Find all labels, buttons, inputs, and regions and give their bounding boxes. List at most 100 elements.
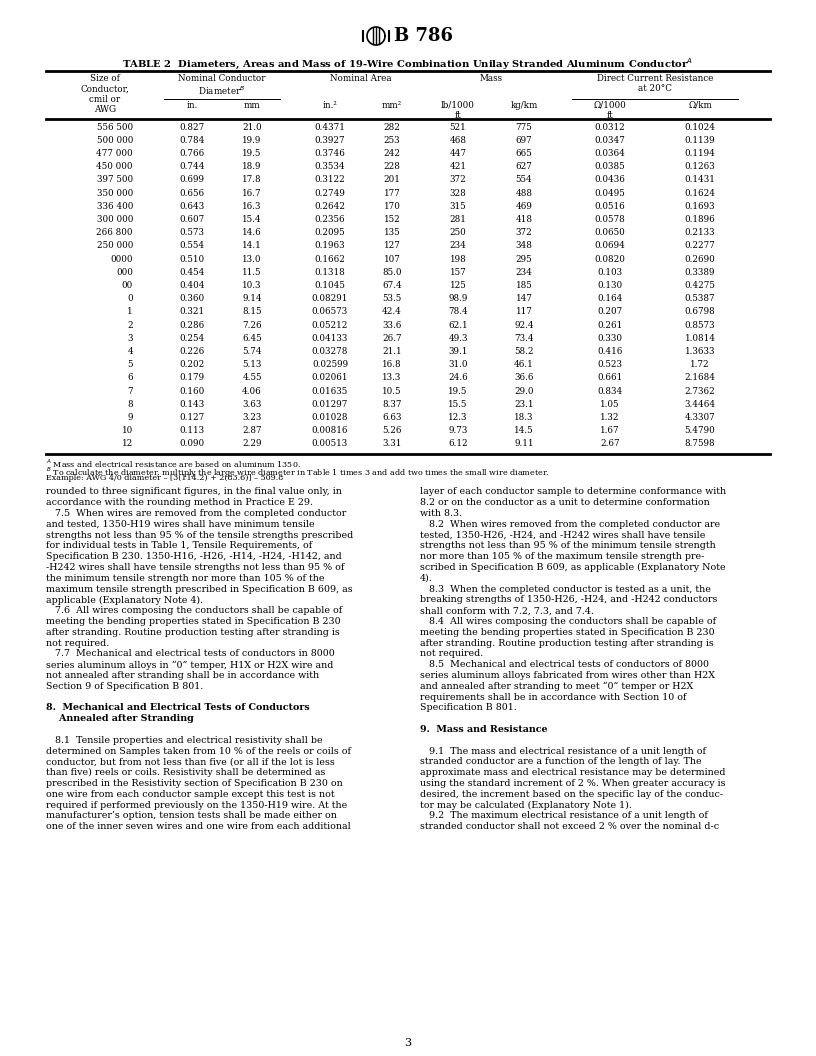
Text: 0: 0 [127, 295, 133, 303]
Text: strengths not less than 95 % of the minimum tensile strength: strengths not less than 95 % of the mini… [420, 542, 716, 550]
Text: 7.7  Mechanical and electrical tests of conductors in 8000: 7.7 Mechanical and electrical tests of c… [46, 649, 335, 659]
Text: 627: 627 [516, 163, 532, 171]
Text: 46.1: 46.1 [514, 360, 534, 370]
Text: tested, 1350-H26, -H24, and -H242 wires shall have tensile: tested, 1350-H26, -H24, and -H242 wires … [420, 531, 705, 540]
Text: 0.0820: 0.0820 [595, 254, 625, 264]
Text: 10: 10 [122, 427, 133, 435]
Text: 0.02061: 0.02061 [312, 374, 348, 382]
Text: 0.286: 0.286 [180, 321, 205, 329]
Text: 0.834: 0.834 [597, 386, 623, 396]
Text: 0.360: 0.360 [180, 295, 205, 303]
Text: 0.1431: 0.1431 [685, 175, 716, 185]
Text: 1.3633: 1.3633 [685, 347, 716, 356]
Text: conductor, but from not less than five (or all if the lot is less: conductor, but from not less than five (… [46, 757, 335, 767]
Text: Size of
Conductor,
cmil or
AWG: Size of Conductor, cmil or AWG [81, 74, 130, 114]
Text: rounded to three significant figures, in the final value only, in: rounded to three significant figures, in… [46, 488, 342, 496]
Text: 92.4: 92.4 [514, 321, 534, 329]
Text: 488: 488 [516, 189, 533, 197]
Text: 315: 315 [450, 202, 466, 211]
Text: 19.5: 19.5 [242, 149, 262, 158]
Text: 775: 775 [516, 122, 532, 132]
Text: 7.26: 7.26 [242, 321, 262, 329]
Text: 21.1: 21.1 [382, 347, 401, 356]
Text: 0.0694: 0.0694 [595, 242, 625, 250]
Text: 0.179: 0.179 [180, 374, 205, 382]
Text: breaking strengths of 1350-H26, -H24, and -H242 conductors: breaking strengths of 1350-H26, -H24, an… [420, 596, 717, 604]
Text: 0.8573: 0.8573 [685, 321, 716, 329]
Text: 0.1896: 0.1896 [685, 215, 716, 224]
Text: 15.4: 15.4 [242, 215, 262, 224]
Text: one wire from each conductor sample except this test is not: one wire from each conductor sample exce… [46, 790, 335, 799]
Text: 282: 282 [384, 122, 401, 132]
Text: 0.127: 0.127 [180, 413, 205, 422]
Text: 0.2356: 0.2356 [315, 215, 345, 224]
Text: 665: 665 [516, 149, 532, 158]
Text: 1.72: 1.72 [690, 360, 710, 370]
Text: 266 800: 266 800 [96, 228, 133, 238]
Text: 3.23: 3.23 [242, 413, 262, 422]
Text: 33.6: 33.6 [383, 321, 401, 329]
Text: 2.29: 2.29 [242, 439, 262, 449]
Text: 6.63: 6.63 [382, 413, 401, 422]
Text: $^B$ To calculate the diameter, multiply the large wire diameter in Table 1 time: $^B$ To calculate the diameter, multiply… [46, 466, 550, 479]
Text: 16.7: 16.7 [242, 189, 262, 197]
Text: 4.3307: 4.3307 [685, 413, 716, 422]
Text: 000: 000 [116, 268, 133, 277]
Text: not required.: not required. [420, 649, 483, 659]
Text: meeting the bending properties stated in Specification B 230: meeting the bending properties stated in… [46, 617, 340, 626]
Text: 0.3122: 0.3122 [315, 175, 345, 185]
Text: manufacturer’s option, tension tests shall be made either on: manufacturer’s option, tension tests sha… [46, 811, 337, 821]
Text: 14.1: 14.1 [242, 242, 262, 250]
Text: B 786: B 786 [394, 27, 453, 45]
Text: 49.3: 49.3 [448, 334, 468, 343]
Text: maximum tensile strength prescribed in Specification B 609, as: maximum tensile strength prescribed in S… [46, 585, 353, 593]
Text: 0.1624: 0.1624 [685, 189, 716, 197]
Text: 14.6: 14.6 [242, 228, 262, 238]
Text: 0.01297: 0.01297 [312, 400, 348, 409]
Text: 8.4  All wires composing the conductors shall be capable of: 8.4 All wires composing the conductors s… [420, 617, 716, 626]
Text: 1.32: 1.32 [601, 413, 619, 422]
Text: 234: 234 [516, 268, 532, 277]
Text: 300 000: 300 000 [96, 215, 133, 224]
Text: 253: 253 [384, 136, 401, 145]
Text: applicable (Explanatory Note 4).: applicable (Explanatory Note 4). [46, 596, 203, 605]
Text: 39.1: 39.1 [448, 347, 468, 356]
Text: 418: 418 [516, 215, 533, 224]
Text: 5.26: 5.26 [382, 427, 401, 435]
Text: 0.1662: 0.1662 [314, 254, 345, 264]
Text: 0.0578: 0.0578 [595, 215, 625, 224]
Text: 0.1318: 0.1318 [315, 268, 345, 277]
Text: 9.73: 9.73 [448, 427, 468, 435]
Text: 0.416: 0.416 [597, 347, 623, 356]
Text: 336 400: 336 400 [96, 202, 133, 211]
Text: 21.0: 21.0 [242, 122, 262, 132]
Text: 234: 234 [450, 242, 467, 250]
Text: 7.5  When wires are removed from the completed conductor: 7.5 When wires are removed from the comp… [46, 509, 346, 518]
Text: 0.06573: 0.06573 [312, 307, 348, 317]
Text: 19.9: 19.9 [242, 136, 262, 145]
Text: one of the inner seven wires and one wire from each additional: one of the inner seven wires and one wir… [46, 823, 351, 831]
Text: 62.1: 62.1 [448, 321, 468, 329]
Text: Direct Current Resistance
at 20°C: Direct Current Resistance at 20°C [596, 74, 713, 93]
Text: 26.7: 26.7 [382, 334, 401, 343]
Text: using the standard increment of 2 %. When greater accuracy is: using the standard increment of 2 %. Whe… [420, 779, 725, 788]
Text: 13.0: 13.0 [242, 254, 262, 264]
Text: strengths not less than 95 % of the tensile strengths prescribed: strengths not less than 95 % of the tens… [46, 531, 353, 540]
Text: 6.12: 6.12 [448, 439, 468, 449]
Text: 0.0364: 0.0364 [595, 149, 625, 158]
Text: 12: 12 [122, 439, 133, 449]
Text: Nominal Area: Nominal Area [330, 74, 392, 83]
Text: 4.55: 4.55 [242, 374, 262, 382]
Text: 1: 1 [127, 307, 133, 317]
Text: 0.2095: 0.2095 [315, 228, 345, 238]
Text: 397 500: 397 500 [97, 175, 133, 185]
Text: not annealed after stranding shall be in accordance with: not annealed after stranding shall be in… [46, 672, 319, 680]
Text: Ω/km: Ω/km [688, 101, 712, 110]
Text: 0.08291: 0.08291 [312, 295, 348, 303]
Text: 15.5: 15.5 [448, 400, 468, 409]
Text: 228: 228 [384, 163, 401, 171]
Text: 98.9: 98.9 [448, 295, 468, 303]
Text: 4: 4 [127, 347, 133, 356]
Text: 0.554: 0.554 [180, 242, 205, 250]
Text: for individual tests in Table 1, Tensile Requirements, of: for individual tests in Table 1, Tensile… [46, 542, 313, 550]
